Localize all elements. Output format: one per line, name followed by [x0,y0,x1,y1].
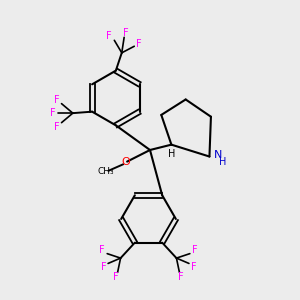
Text: O: O [121,158,130,167]
Text: H: H [168,149,176,160]
Text: H: H [219,157,226,167]
Text: F: F [99,245,105,255]
Text: N: N [214,150,222,160]
Text: F: F [123,28,129,38]
Text: F: F [113,272,119,282]
Text: F: F [50,108,56,118]
Text: F: F [178,272,184,282]
Text: CH₃: CH₃ [98,167,114,176]
Text: F: F [100,262,106,272]
Text: F: F [192,245,198,255]
Text: F: F [54,122,60,131]
Text: F: F [54,95,60,105]
Text: F: F [136,40,142,50]
Text: F: F [191,262,197,272]
Text: F: F [106,32,112,41]
